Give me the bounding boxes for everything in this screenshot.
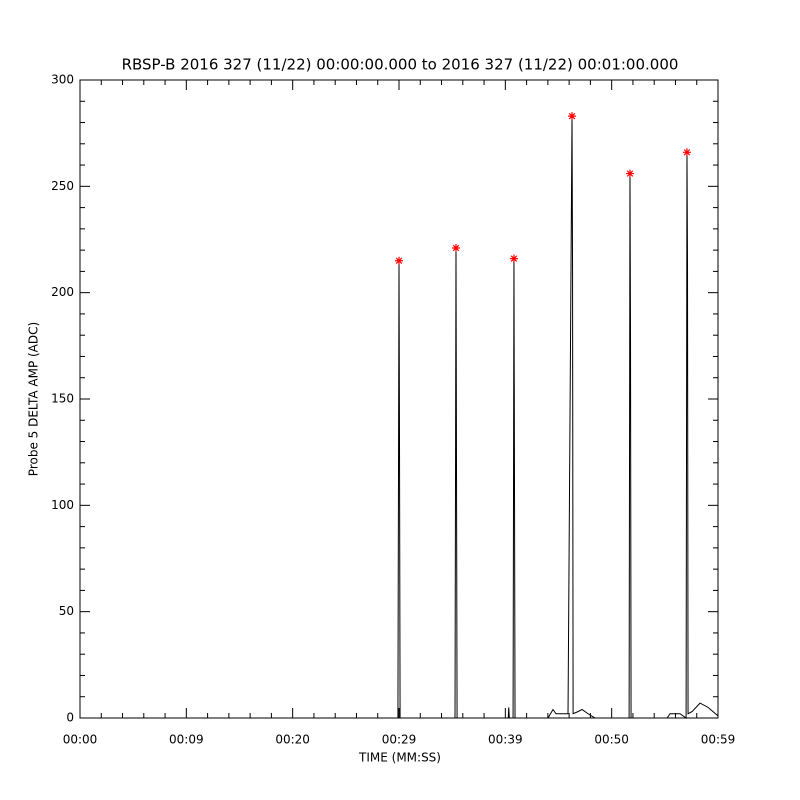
x-tick-label: 00:59: [701, 733, 736, 747]
y-tick-label: 250: [51, 179, 74, 193]
peak-marker: [625, 169, 634, 178]
y-tick-label: 50: [59, 604, 74, 618]
x-tick-label: 00:00: [63, 733, 98, 747]
y-tick-label: 300: [51, 73, 74, 87]
data-line: [80, 116, 719, 719]
y-tick-label: 200: [51, 285, 74, 299]
x-tick-label: 00:29: [382, 733, 417, 747]
peak-marker: [395, 256, 403, 265]
x-tick-label: 00:09: [169, 733, 204, 747]
y-tick-label: 100: [51, 498, 74, 512]
peak-marker: [451, 244, 460, 253]
peak-marker: [509, 254, 518, 263]
peak-marker: [682, 148, 691, 157]
y-tick-label: 150: [51, 392, 74, 406]
y-axis-label: Probe 5 DELTA AMP (ADC): [27, 322, 41, 476]
x-axis-label: TIME (MM:SS): [358, 751, 441, 765]
x-tick-label: 00:50: [594, 733, 629, 747]
x-tick-label: 00:39: [488, 733, 523, 747]
chart-title: RBSP-B 2016 327 (11/22) 00:00:00.000 to …: [122, 56, 679, 74]
peak-marker: [568, 112, 577, 121]
x-tick-label: 00:20: [275, 733, 310, 747]
y-tick-label: 0: [66, 711, 74, 725]
